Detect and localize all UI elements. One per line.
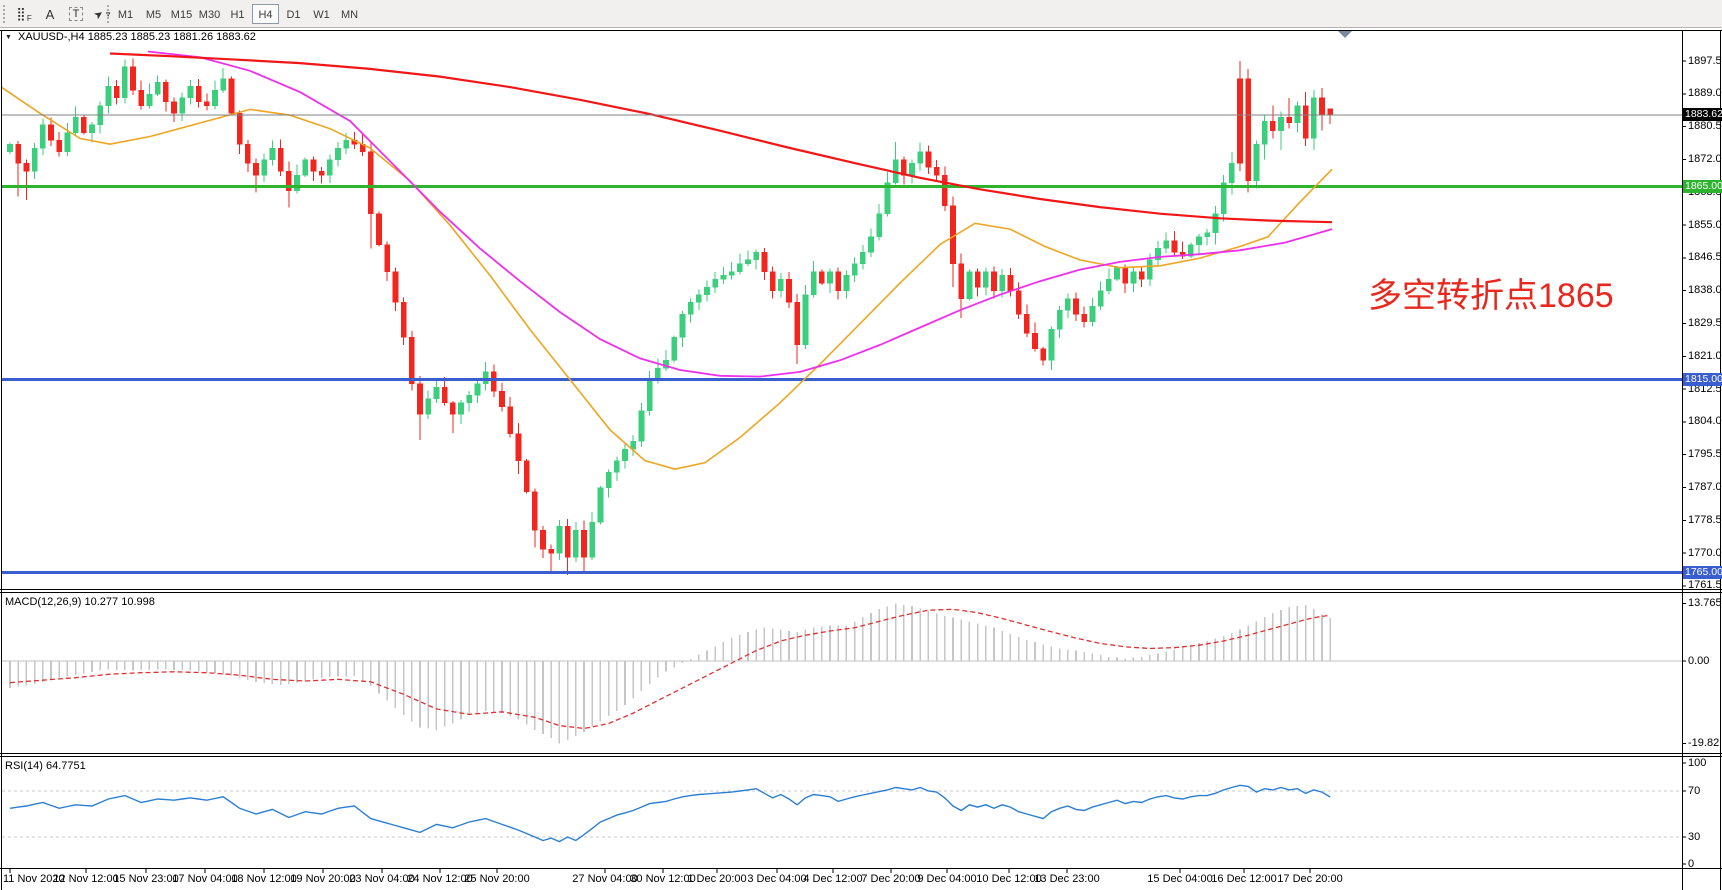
macd-axis-tick-label: 0.00: [1688, 654, 1710, 667]
time-axis-label: 10 Dec 12:00: [976, 873, 1042, 885]
timeframe-button-m15[interactable]: M15: [170, 9, 193, 21]
main-toolbar: ⣿ F A T ➤ ▾ M1 M5 M15 M30 H1 H4 D1 W1 MN: [0, 0, 1722, 28]
time-axis-label: 25 Nov 20:00: [464, 873, 530, 885]
rsi-value: 64.7751: [45, 760, 86, 772]
time-axis-label: 9 Dec 04:00: [917, 873, 977, 885]
rsi-axis-tick-label: 70: [1688, 784, 1701, 797]
chart-title: ▼ XAUUSD-,H4 1885.23 1885.23 1881.26 188…: [5, 31, 256, 43]
timeframe-button-m1[interactable]: M1: [117, 9, 134, 21]
chart-canvas[interactable]: [0, 28, 1722, 890]
chart-shift-marker[interactable]: [1338, 31, 1352, 38]
chart-text-annotation: 多空转折点1865: [1368, 277, 1614, 315]
macd-signal-value: 10.998: [121, 596, 155, 608]
time-axis-label: 24 Nov 12:00: [407, 873, 473, 885]
time-axis-label: 16 Dec 12:00: [1211, 873, 1277, 885]
time-axis-label: 23 Nov 04:00: [349, 873, 415, 885]
rsi-indicator-label: RSI(14) 64.7751: [5, 760, 86, 772]
price-axis-tick-label: 1829.55: [1688, 316, 1722, 329]
price-axis-tick-label: 1821.05: [1688, 349, 1722, 362]
price-level-badge-1815.00: 1815.00: [1683, 373, 1722, 387]
price-axis-tick-label: 1889.05: [1688, 87, 1722, 100]
price-axis-tick-label: 1787.05: [1688, 481, 1722, 494]
chart-symbol-timeframe: XAUUSD-,H4: [18, 31, 85, 43]
chart-window: ▼ XAUUSD-,H4 1885.23 1885.23 1881.26 188…: [0, 28, 1722, 890]
time-axis-label: 18 Nov 12:00: [231, 873, 297, 885]
macd-main-value: 10.277: [84, 596, 119, 608]
time-axis-label: 15 Dec 04:00: [1147, 873, 1213, 885]
rsi-plot: [2, 784, 1682, 843]
macd-axis-tick-label: 13.765: [1688, 597, 1722, 610]
time-axis-label: 7 Dec 20:00: [861, 873, 921, 885]
price-axis-tick-label: 1770.05: [1688, 546, 1722, 559]
label-tool-icon[interactable]: T: [64, 3, 88, 25]
price-axis-tick-label: 1846.55: [1688, 251, 1722, 264]
time-axis-label: 12 Nov 12:00: [53, 873, 119, 885]
macd-histogram: [2, 603, 1682, 744]
time-axis-label: 27 Nov 04:00: [572, 873, 638, 885]
price-axis-tick-label: 1795.55: [1688, 448, 1722, 461]
rsi-axis-tick-label: 0: [1688, 857, 1695, 870]
time-axis-label: 19 Nov 20:00: [290, 873, 356, 885]
price-axis-tick-label: 1855.05: [1688, 218, 1722, 231]
macd-axis-tick-label: -19.82: [1688, 737, 1720, 750]
price-axis-tick-label: 1880.55: [1688, 120, 1722, 133]
timeframe-button-m30[interactable]: M30: [198, 9, 221, 21]
timeframe-button-d1[interactable]: D1: [286, 9, 301, 21]
timeframe-toolbar-drag-handle[interactable]: [107, 5, 114, 23]
time-axis-label: 3 Dec 04:00: [747, 873, 807, 885]
price-axis-tick-label: 1838.05: [1688, 284, 1722, 297]
timeframe-button-m5[interactable]: M5: [145, 9, 162, 21]
price-axis-tick-label: 1804.05: [1688, 415, 1722, 428]
text-tool-icon[interactable]: A: [45, 6, 55, 22]
candlestick-series: [7, 58, 1334, 575]
time-axis-label: 30 Nov 12:00: [630, 873, 696, 885]
price-axis-tick-label: 1761.55: [1688, 579, 1722, 592]
pattern-grid-tool-icon[interactable]: ⣿ F: [16, 6, 32, 23]
chart-ohlc-readout: 1885.23 1885.23 1881.26 1883.62: [87, 31, 256, 43]
price-level-badge-1765.00: 1765.00: [1683, 566, 1722, 580]
toolbar-drag-handle[interactable]: [3, 5, 10, 23]
time-axis-label: 11 Nov 2020: [3, 873, 65, 885]
price-axis-tick-label: 1778.55: [1688, 513, 1722, 526]
price-axis-tick-label: 1897.55: [1688, 54, 1722, 67]
price-level-badge-1883.62: 1883.62: [1683, 108, 1722, 122]
price-level-badge-1865.00: 1865.00: [1683, 180, 1722, 194]
timeframe-button-h1[interactable]: H1: [230, 9, 245, 21]
rsi-axis-tick-label: 30: [1688, 830, 1701, 843]
timeframe-button-w1[interactable]: W1: [313, 9, 330, 21]
time-axis-label: 13 Dec 23:00: [1034, 873, 1100, 885]
timeframe-button-h4[interactable]: H4: [252, 4, 279, 24]
macd-signal-line: [9, 608, 1331, 730]
chart-collapse-icon[interactable]: ▼: [5, 34, 12, 41]
rsi-axis-tick-label: 100: [1688, 756, 1707, 769]
macd-indicator-label: MACD(12,26,9) 10.277 10.998: [5, 596, 155, 608]
time-axis-label: 1 Dec 20:00: [687, 873, 747, 885]
time-axis-label: 17 Dec 20:00: [1277, 873, 1343, 885]
time-axis-label: 17 Nov 04:00: [172, 873, 238, 885]
timeframe-button-mn[interactable]: MN: [340, 9, 359, 21]
time-axis-label: 15 Nov 23:00: [113, 873, 179, 885]
time-axis-label: 4 Dec 12:00: [803, 873, 863, 885]
price-axis-tick-label: 1872.05: [1688, 152, 1722, 165]
